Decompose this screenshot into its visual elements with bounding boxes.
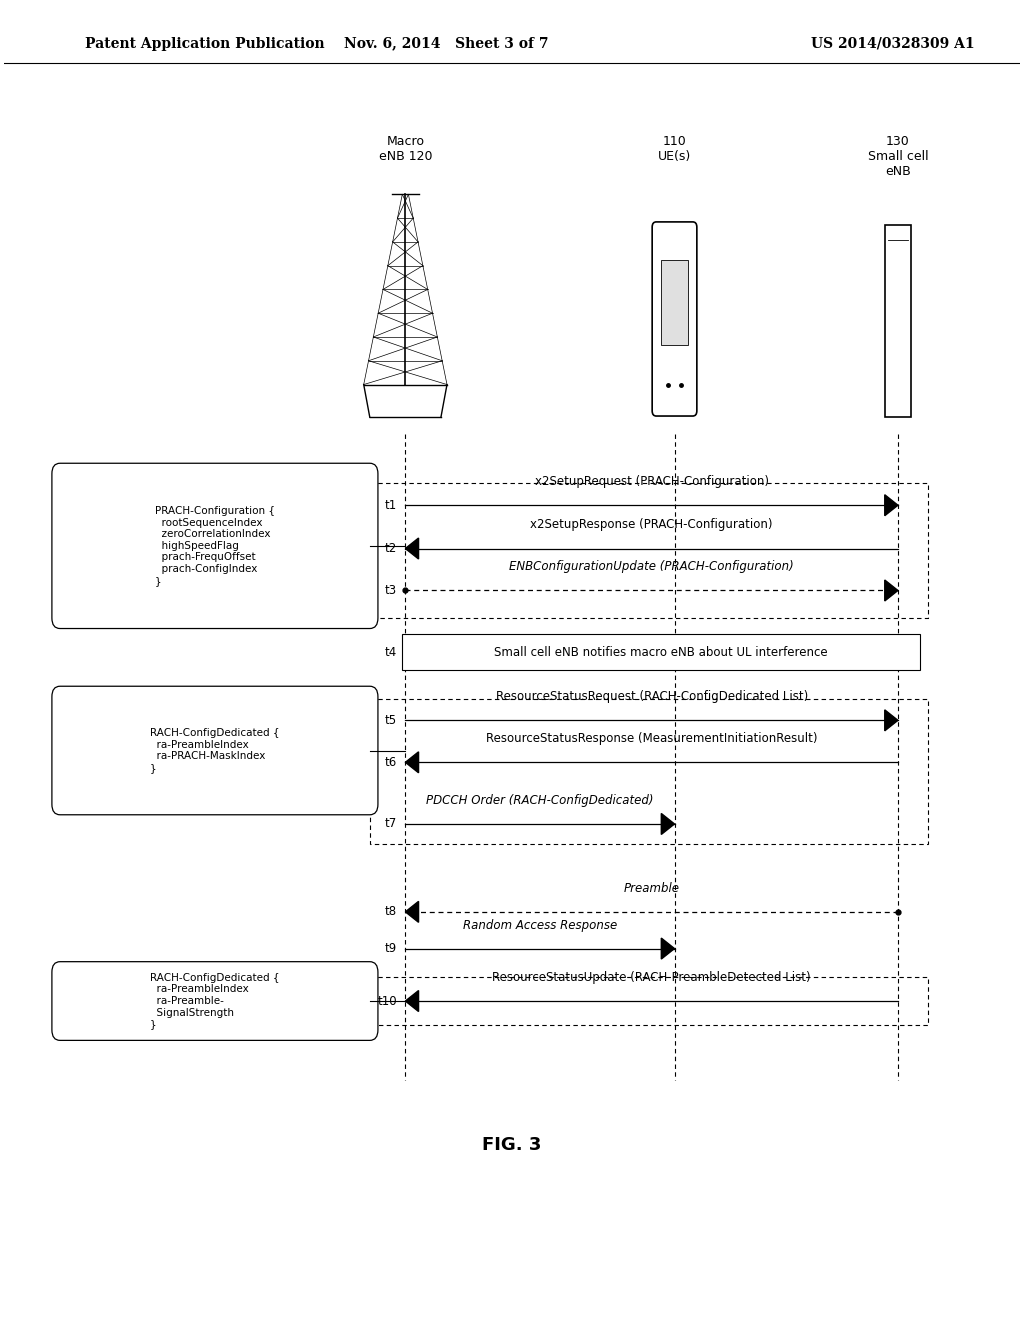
Text: Preamble: Preamble bbox=[624, 882, 680, 895]
FancyBboxPatch shape bbox=[52, 686, 378, 814]
Text: Patent Application Publication: Patent Application Publication bbox=[85, 37, 325, 50]
Text: PRACH-Configuration {
  rootSequenceIndex
  zeroCorrelationIndex
  highSpeedFlag: PRACH-Configuration { rootSequenceIndex … bbox=[155, 506, 274, 586]
FancyBboxPatch shape bbox=[52, 962, 378, 1040]
Text: Nov. 6, 2014   Sheet 3 of 7: Nov. 6, 2014 Sheet 3 of 7 bbox=[344, 37, 548, 50]
Text: x2SetupRequest (PRACH-Configuration): x2SetupRequest (PRACH-Configuration) bbox=[535, 475, 769, 488]
Text: t1: t1 bbox=[385, 499, 397, 512]
Text: RACH-ConfigDedicated {
  ra-PreambleIndex
  ra-PRACH-MaskIndex
}: RACH-ConfigDedicated { ra-PreambleIndex … bbox=[151, 729, 280, 774]
Bar bbox=[370, 483, 929, 618]
Text: ResourceStatusUpdate (RACH-PreambleDetected List): ResourceStatusUpdate (RACH-PreambleDetec… bbox=[493, 972, 811, 983]
Text: 130
Small cell
eNB: 130 Small cell eNB bbox=[867, 136, 929, 178]
FancyBboxPatch shape bbox=[52, 463, 378, 628]
Bar bbox=[885, 224, 911, 417]
Text: FIG. 3: FIG. 3 bbox=[482, 1137, 542, 1154]
Polygon shape bbox=[406, 752, 419, 772]
Text: t10: t10 bbox=[378, 994, 397, 1007]
Text: t7: t7 bbox=[385, 817, 397, 830]
Text: x2SetupResponse (PRACH-Configuration): x2SetupResponse (PRACH-Configuration) bbox=[530, 519, 773, 532]
Text: t6: t6 bbox=[385, 756, 397, 768]
Text: t9: t9 bbox=[385, 942, 397, 956]
Text: t5: t5 bbox=[385, 714, 397, 727]
Bar bbox=[402, 634, 921, 671]
Polygon shape bbox=[406, 990, 419, 1011]
FancyBboxPatch shape bbox=[652, 222, 697, 416]
Text: ResourceStatusRequest (RACH-ConfigDedicated List): ResourceStatusRequest (RACH-ConfigDedica… bbox=[496, 690, 808, 704]
Text: PDCCH Order (RACH-ConfigDedicated): PDCCH Order (RACH-ConfigDedicated) bbox=[426, 793, 653, 807]
Polygon shape bbox=[885, 710, 898, 731]
Bar bbox=[662, 260, 688, 346]
Text: US 2014/0328309 A1: US 2014/0328309 A1 bbox=[811, 37, 975, 50]
Text: ResourceStatusResponse (MeasurementInitiationResult): ResourceStatusResponse (MeasurementIniti… bbox=[486, 733, 817, 746]
Polygon shape bbox=[662, 939, 675, 960]
Text: ENBConfigurationUpdate (PRACH-Configuration): ENBConfigurationUpdate (PRACH-Configurat… bbox=[509, 561, 794, 573]
Polygon shape bbox=[885, 579, 898, 601]
Bar bbox=[370, 700, 929, 843]
Bar bbox=[370, 977, 929, 1024]
Text: 110
UE(s): 110 UE(s) bbox=[657, 136, 691, 164]
Text: t2: t2 bbox=[385, 543, 397, 554]
Polygon shape bbox=[662, 813, 675, 834]
Text: RACH-ConfigDedicated {
  ra-PreambleIndex
  ra-Preamble-
  SignalStrength
}: RACH-ConfigDedicated { ra-PreambleIndex … bbox=[151, 973, 280, 1030]
Text: Macro
eNB 120: Macro eNB 120 bbox=[379, 136, 432, 164]
Polygon shape bbox=[406, 902, 419, 923]
Text: t3: t3 bbox=[385, 583, 397, 597]
Polygon shape bbox=[406, 539, 419, 558]
Text: t8: t8 bbox=[385, 906, 397, 919]
Polygon shape bbox=[885, 495, 898, 516]
Text: t4: t4 bbox=[385, 645, 397, 659]
Text: Small cell eNB notifies macro eNB about UL interference: Small cell eNB notifies macro eNB about … bbox=[495, 645, 828, 659]
Text: Random Access Response: Random Access Response bbox=[463, 919, 617, 932]
